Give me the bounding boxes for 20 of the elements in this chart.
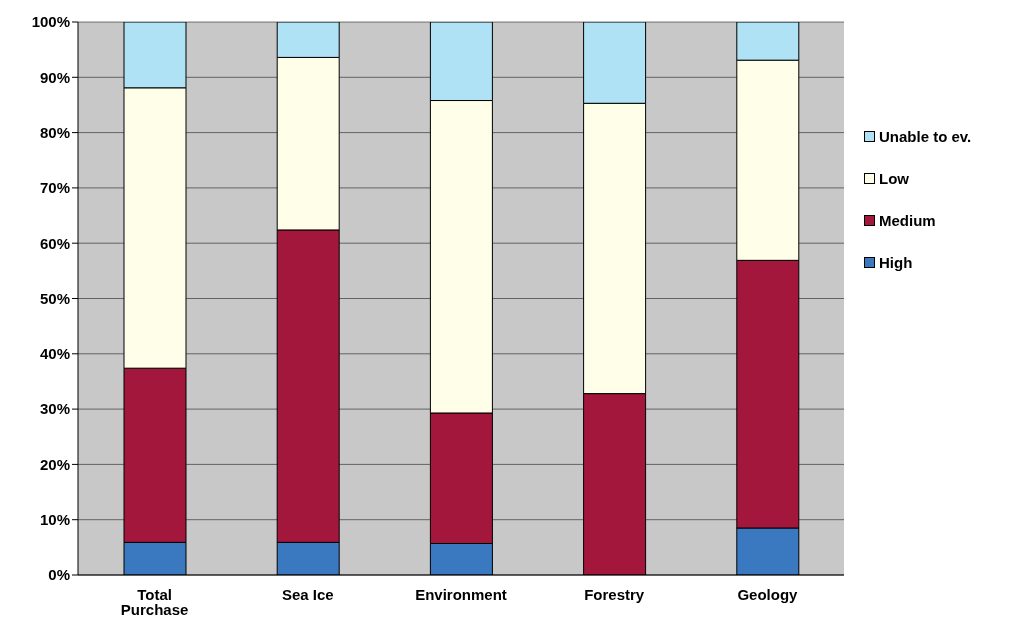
y-tick-label: 70% [39,179,70,197]
legend-label: Unable to ev. [879,128,972,145]
y-tick-label: 80% [39,123,70,141]
legend-label: High [879,254,913,271]
y-tick-label: 50% [39,289,70,307]
legend-label: Low [879,170,909,187]
legend-label: Medium [879,212,936,229]
y-tick-label: 60% [39,234,70,252]
y-tick-label: 90% [39,68,70,86]
y-tick-label: 20% [39,455,70,473]
y-tick-label: 0% [48,566,70,584]
x-tick-label: Forestry [584,585,645,603]
y-tick-label: 100% [31,13,70,31]
x-tick-label: Environment [415,585,507,603]
x-tick-label: Total Purchase [120,585,189,618]
x-tick-label: Geology [737,585,799,603]
y-tick-label: 10% [39,511,70,529]
x-tick-label: Sea Ice [281,585,334,603]
y-tick-label: 30% [39,400,70,418]
y-tick-label: 40% [39,345,70,363]
